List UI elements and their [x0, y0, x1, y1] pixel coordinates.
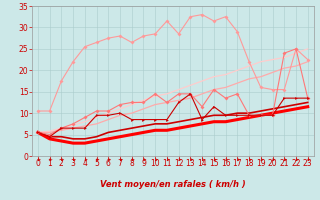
X-axis label: Vent moyen/en rafales ( km/h ): Vent moyen/en rafales ( km/h )	[100, 180, 246, 189]
